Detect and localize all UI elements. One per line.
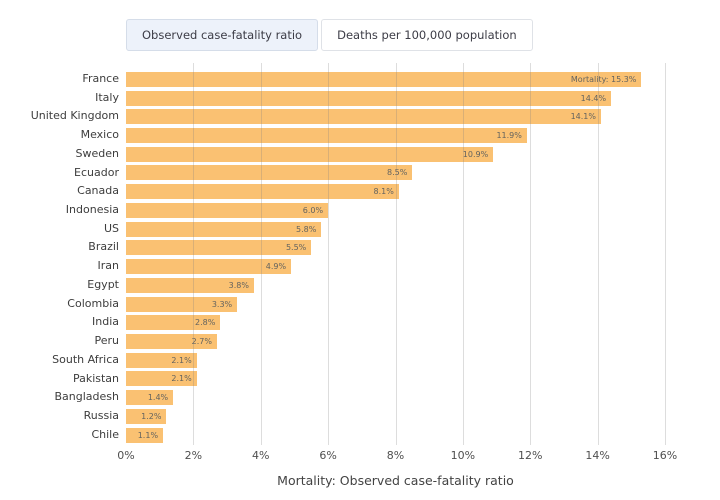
category-label: France bbox=[82, 72, 119, 85]
bar-value-label: 1.1% bbox=[137, 430, 159, 440]
bar[interactable]: 3.3% bbox=[126, 296, 238, 312]
bar-row: 14.4% bbox=[126, 89, 665, 108]
bar-value-label: Mortality: 15.3% bbox=[570, 74, 637, 84]
bar-row: 2.7% bbox=[126, 332, 665, 351]
bar-value-label: 1.4% bbox=[147, 393, 169, 403]
bar-value-label: 8.1% bbox=[373, 187, 394, 197]
bar-value-label: 5.5% bbox=[285, 243, 307, 253]
plot-area: Mortality: 15.3% 14.4% 14.1% 11.9% 10.9% 8.5%… bbox=[126, 70, 665, 445]
bar-row: 3.3% bbox=[126, 295, 665, 314]
bar-row: 1.2% bbox=[126, 407, 665, 426]
toggle-observed-case-fatality-ratio[interactable]: Observed case-fatality ratio bbox=[126, 19, 319, 51]
bar[interactable]: Mortality: 15.3% bbox=[126, 71, 642, 87]
x-tick-label: 10% bbox=[450, 449, 476, 462]
category-label: Pakistan bbox=[72, 371, 119, 385]
bar[interactable]: 11.9% bbox=[126, 128, 527, 144]
bar[interactable]: 2.1% bbox=[126, 371, 197, 387]
bar-row: 2.1% bbox=[126, 351, 665, 370]
toggle-deaths-per-100k[interactable]: Deaths per 100,000 population bbox=[321, 19, 533, 51]
metric-toggle-group: Observed case-fatality ratio Deaths per … bbox=[126, 19, 533, 51]
x-tick-label: 6% bbox=[319, 449, 337, 462]
bar[interactable]: 2.8% bbox=[126, 315, 221, 331]
bar-row: 4.9% bbox=[126, 257, 665, 276]
bar-row: 8.5% bbox=[126, 164, 665, 183]
bar-row: 5.5% bbox=[126, 238, 665, 257]
bar-value-label: 14.4% bbox=[580, 93, 607, 103]
bar[interactable]: 14.1% bbox=[126, 109, 601, 125]
bar[interactable]: 1.1% bbox=[126, 427, 164, 443]
category-label: Russia bbox=[83, 408, 119, 422]
bar-value-label: 2.7% bbox=[191, 336, 212, 346]
bar-value-label: 1.2% bbox=[141, 411, 162, 421]
category-label: South Africa bbox=[52, 352, 119, 366]
category-label: Canada bbox=[77, 184, 119, 198]
bar-row: Mortality: 15.3% bbox=[126, 70, 665, 89]
x-tick-label: 8% bbox=[386, 449, 405, 462]
gridline bbox=[665, 63, 666, 445]
category-label: United Kingdom bbox=[30, 109, 119, 123]
category-label: Colombia bbox=[67, 296, 119, 310]
bar[interactable]: 5.5% bbox=[126, 240, 312, 256]
x-axis-tick-labels: 0% 2% 4% 6% 8% 10% 12% 14% 16% bbox=[0, 449, 720, 465]
bar-row: 3.8% bbox=[126, 276, 665, 295]
category-label: Ecuador bbox=[74, 165, 119, 179]
bar-row: 1.4% bbox=[126, 388, 665, 407]
y-axis-category-labels: France Italy United Kingdom Mexico Sweden Ecu… bbox=[0, 70, 119, 445]
bar-row: 1.1% bbox=[126, 426, 665, 445]
category-label: Sweden bbox=[75, 146, 119, 160]
bar[interactable]: 4.9% bbox=[126, 259, 292, 275]
bar[interactable]: 14.4% bbox=[126, 90, 612, 106]
bar[interactable]: 6.0% bbox=[126, 202, 329, 218]
category-label: Chile bbox=[91, 427, 119, 441]
bar[interactable]: 8.1% bbox=[126, 184, 399, 200]
bar[interactable]: 2.7% bbox=[126, 333, 217, 349]
bar[interactable]: 1.2% bbox=[126, 408, 167, 424]
bar[interactable]: 2.1% bbox=[126, 352, 197, 368]
bar-row: 11.9% bbox=[126, 126, 665, 145]
bar-value-label: 4.9% bbox=[265, 262, 287, 272]
category-label: Italy bbox=[95, 90, 119, 104]
bar[interactable]: 8.5% bbox=[126, 165, 413, 181]
bar[interactable]: 5.8% bbox=[126, 221, 322, 237]
bar[interactable]: 10.9% bbox=[126, 146, 494, 162]
category-label: Iran bbox=[97, 259, 119, 273]
bar-value-label: 5.8% bbox=[296, 224, 317, 234]
category-label: India bbox=[92, 315, 119, 329]
bar-value-label: 2.8% bbox=[194, 318, 216, 328]
bar[interactable]: 1.4% bbox=[126, 390, 174, 406]
bar-value-label: 14.1% bbox=[570, 112, 596, 122]
bar-value-label: 2.1% bbox=[171, 374, 192, 384]
category-label: Bangladesh bbox=[54, 390, 120, 404]
bar-row: 10.9% bbox=[126, 145, 665, 164]
bar-row: 2.8% bbox=[126, 313, 665, 332]
category-label: Mexico bbox=[80, 128, 119, 142]
bar-value-label: 3.3% bbox=[211, 299, 233, 309]
category-label: Brazil bbox=[88, 240, 119, 254]
category-label: Egypt bbox=[87, 277, 119, 291]
x-axis-title: Mortality: Observed case-fatality ratio bbox=[277, 473, 514, 488]
bar-value-label: 3.8% bbox=[228, 280, 249, 290]
bar-row: 8.1% bbox=[126, 182, 665, 201]
bar-value-label: 10.9% bbox=[462, 149, 489, 159]
x-tick-label: 2% bbox=[184, 449, 203, 462]
x-tick-label: 4% bbox=[252, 449, 270, 462]
bar-value-label: 8.5% bbox=[387, 168, 408, 178]
bar-row: 6.0% bbox=[126, 201, 665, 220]
bar-row: 5.8% bbox=[126, 220, 665, 239]
bar[interactable]: 3.8% bbox=[126, 277, 254, 293]
x-tick-label: 14% bbox=[585, 449, 610, 462]
x-tick-label: 12% bbox=[518, 449, 543, 462]
category-label: US bbox=[103, 221, 119, 235]
bar-value-label: 11.9% bbox=[496, 131, 522, 141]
bar-row: 14.1% bbox=[126, 107, 665, 126]
bar-value-label: 6.0% bbox=[302, 205, 324, 215]
bar-value-label: 2.1% bbox=[171, 355, 192, 365]
category-label: Peru bbox=[94, 334, 119, 348]
bar-row: 2.1% bbox=[126, 370, 665, 389]
x-tick-label: 0% bbox=[117, 449, 135, 462]
x-tick-label: 16% bbox=[652, 449, 678, 462]
category-label: Indonesia bbox=[65, 203, 119, 217]
